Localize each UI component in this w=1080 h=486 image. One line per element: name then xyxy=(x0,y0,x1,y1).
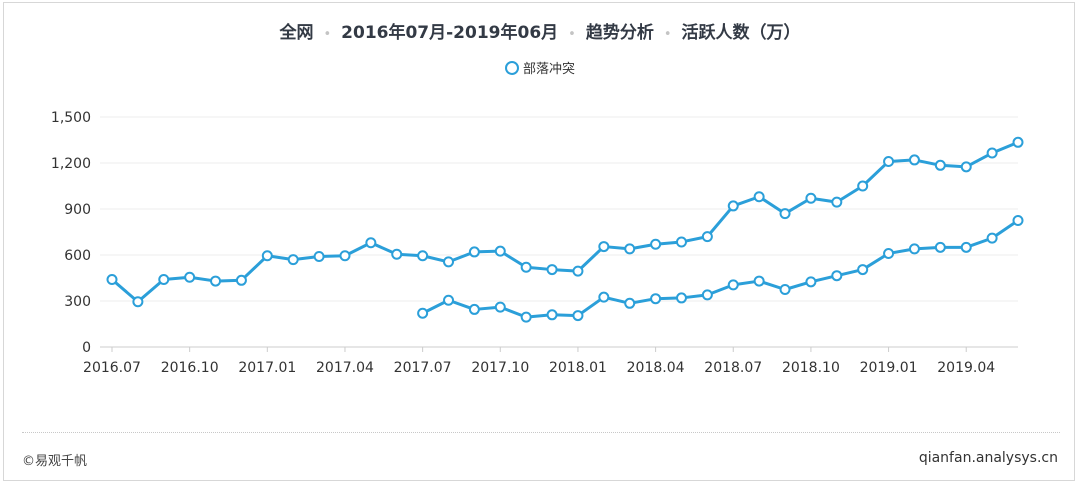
data-point xyxy=(468,303,480,315)
data-point xyxy=(443,294,455,306)
data-point xyxy=(572,310,584,322)
data-point xyxy=(598,291,610,303)
data-point xyxy=(158,274,170,286)
data-point xyxy=(753,191,765,203)
data-point xyxy=(650,238,662,250)
x-tick-label: 2019.01 xyxy=(860,360,918,376)
title-analysis-type: 趋势分析 xyxy=(585,23,654,43)
x-tick-label: 2017.01 xyxy=(238,360,296,376)
series-line-2 xyxy=(421,219,1019,319)
data-point xyxy=(624,297,636,309)
data-point xyxy=(313,251,325,263)
data-point xyxy=(727,279,739,291)
data-point xyxy=(701,289,713,301)
data-point xyxy=(779,284,791,295)
chart-frame xyxy=(3,2,1075,481)
chart-title: 全网 • 2016年07月-2019年06月 • 趋势分析 • 活跃人数（万） xyxy=(0,18,1080,43)
x-tick-label: 2016.10 xyxy=(161,360,219,376)
data-point xyxy=(468,246,480,258)
data-point xyxy=(960,161,972,173)
data-point xyxy=(417,250,429,262)
title-separator: • xyxy=(663,27,672,42)
legend-marker-icon xyxy=(504,61,519,75)
data-point xyxy=(779,208,791,220)
data-point xyxy=(210,275,222,287)
legend-label: 部落冲突 xyxy=(522,62,575,77)
data-point xyxy=(986,147,998,159)
data-point xyxy=(960,241,972,253)
title-separator: • xyxy=(323,27,332,42)
x-tick-label: 2018.07 xyxy=(704,360,762,376)
series-line-1 xyxy=(111,140,1019,304)
data-point xyxy=(831,196,843,208)
y-tick-label: 1,500 xyxy=(51,110,91,126)
data-point xyxy=(1012,215,1024,226)
data-point xyxy=(520,261,532,273)
data-point xyxy=(675,292,687,304)
x-tick-label: 2017.07 xyxy=(394,360,452,376)
y-tick-label: 600 xyxy=(64,248,91,264)
data-point xyxy=(624,243,636,255)
data-point xyxy=(727,200,739,212)
data-point xyxy=(572,265,584,277)
data-point xyxy=(287,254,299,266)
y-tick-label: 900 xyxy=(64,202,91,218)
data-point xyxy=(805,276,817,288)
x-tick-label: 2017.04 xyxy=(316,360,374,376)
x-tick-label: 2016.07 xyxy=(83,360,141,376)
chart-legend[interactable]: 部落冲突 xyxy=(0,58,1080,77)
data-point xyxy=(106,274,118,286)
footer-source-url: qianfan.analysys.cn xyxy=(918,450,1058,466)
title-date-range: 2016年07月-2019年06月 xyxy=(341,23,559,43)
y-tick-label: 300 xyxy=(64,294,91,310)
data-point xyxy=(339,250,351,262)
data-point xyxy=(883,247,895,259)
data-point xyxy=(908,243,920,255)
data-point xyxy=(184,271,196,283)
y-tick-label: 1,200 xyxy=(51,156,91,172)
title-separator: • xyxy=(568,27,576,42)
data-point xyxy=(132,296,144,308)
footer-copyright: ©易观千帆 xyxy=(22,454,88,469)
data-point xyxy=(235,274,247,286)
data-point xyxy=(494,301,506,313)
x-tick-label: 2018.01 xyxy=(549,360,607,376)
data-point xyxy=(546,264,558,276)
data-point xyxy=(857,264,869,276)
data-point xyxy=(883,155,895,167)
data-point xyxy=(546,309,558,321)
data-point xyxy=(261,250,273,262)
data-point xyxy=(934,159,946,171)
data-point xyxy=(857,180,869,192)
data-point xyxy=(494,245,506,257)
footer-divider xyxy=(22,432,1060,433)
data-point xyxy=(417,307,429,319)
data-point xyxy=(805,192,817,204)
data-point xyxy=(701,231,713,243)
data-point xyxy=(520,311,532,323)
data-point xyxy=(443,256,455,268)
data-point xyxy=(934,241,946,253)
y-tick-label: 0 xyxy=(82,340,91,356)
data-point xyxy=(365,237,377,249)
x-tick-label: 2017.10 xyxy=(471,360,529,376)
data-point xyxy=(675,236,687,248)
data-point xyxy=(650,293,662,305)
data-point xyxy=(1012,136,1024,148)
title-metric: 活跃人数（万） xyxy=(681,23,801,43)
x-tick-label: 2018.10 xyxy=(782,360,840,376)
data-point xyxy=(391,248,403,260)
x-tick-label: 2019.04 xyxy=(937,360,995,376)
title-scope: 全网 xyxy=(279,23,314,43)
data-point xyxy=(831,270,843,282)
data-point xyxy=(753,275,765,287)
data-point xyxy=(908,154,920,166)
data-point xyxy=(986,232,998,244)
data-point xyxy=(598,241,610,253)
x-tick-label: 2018.04 xyxy=(627,360,685,376)
